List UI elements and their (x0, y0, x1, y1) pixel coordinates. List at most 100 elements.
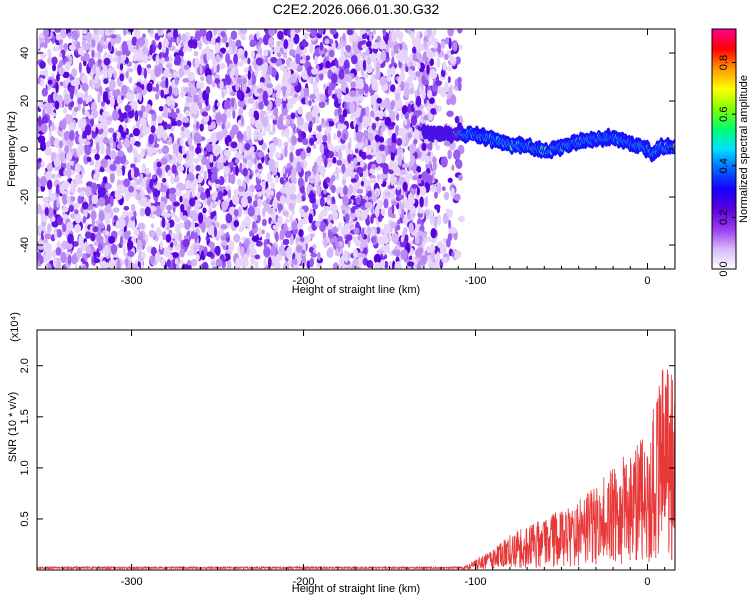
spectrogram-noise-cell (174, 76, 179, 85)
spectrogram-noise-cell (277, 115, 284, 124)
spectrogram-noise-cell (327, 133, 332, 145)
spectrogram-noise-cell (435, 144, 441, 151)
spectrogram-noise-cell (51, 112, 57, 118)
spectrogram-noise-cell (254, 120, 260, 129)
spectrogram-noise-cell (424, 196, 429, 208)
spectrogram-noise-cell (375, 154, 383, 164)
spectrogram-noise-cell (345, 234, 353, 242)
spectrogram-noise-cell (373, 102, 377, 113)
spectrogram-noise-cell (354, 148, 359, 154)
spectrogram-noise-cell (91, 246, 95, 253)
spectrogram-noise-cell (92, 64, 97, 75)
spectrogram-noise-cell (62, 117, 67, 130)
spectrogram-noise-cell (426, 48, 433, 59)
spectrogram-noise-cell (196, 81, 200, 90)
spectrogram-noise-cell (216, 102, 220, 107)
spectrogram-noise-cell (235, 39, 242, 48)
spectrogram-noise-cell (365, 168, 369, 177)
spectrogram-noise-cell (81, 201, 89, 210)
spectrogram-noise-cell (257, 162, 263, 170)
spectrogram-noise-cell (395, 92, 400, 101)
spectrogram-noise-cell (100, 100, 105, 107)
spectrogram-noise-cell (323, 237, 328, 249)
spectrogram-noise-cell (184, 129, 191, 139)
spectrogram-noise-cell (282, 210, 289, 216)
spectrogram-noise-cell (168, 54, 173, 65)
spectrogram-noise-cell (376, 174, 381, 180)
spectrogram-noise-cell (394, 261, 402, 269)
spectrogram-noise-cell (142, 33, 146, 39)
spectrogram-noise-cell (205, 74, 213, 85)
spectrogram-noise-cell (107, 67, 113, 79)
spectrogram-noise-cell (121, 218, 126, 228)
spectrogram-noise-cell (347, 163, 354, 171)
spectrogram-noise-cell (282, 100, 286, 109)
spectrogram-noise-cell (247, 70, 251, 80)
spectrogram-noise-cell (269, 114, 276, 120)
spectrogram-noise-cell (142, 112, 147, 119)
spectrogram-noise-cell (250, 242, 255, 250)
spectrogram-noise-cell (216, 222, 220, 229)
spectrogram-noise-cell (400, 70, 405, 82)
spectrogram-noise-cell (354, 208, 361, 219)
spectrogram-noise-cell (310, 77, 314, 85)
spectrogram-noise-cell (216, 230, 222, 239)
spectrogram-cells (37, 29, 675, 269)
spectrogram-noise-cell (201, 111, 209, 117)
spectrogram-noise-cell (284, 218, 290, 224)
spectrogram-noise-cell (97, 29, 105, 36)
spectrogram-noise-cell (408, 211, 412, 220)
spectrogram-noise-cell (83, 153, 89, 165)
spectrogram-noise-cell (314, 55, 319, 66)
spectrogram-noise-cell (223, 149, 232, 157)
spectrogram-noise-cell (213, 226, 218, 238)
spectrogram-noise-cell (344, 53, 349, 59)
spectrogram-noise-cell (413, 138, 418, 145)
spectrogram-noise-cell (212, 155, 217, 162)
spectrogram-x-ticks: -300 -200 -100 0 (45, 29, 666, 287)
spectrogram-noise-cell (148, 54, 153, 60)
spectrogram-noise-cell (121, 165, 126, 176)
spectrogram-noise-cell (100, 158, 108, 168)
spectrogram-noise-cell (248, 108, 254, 119)
spectrogram-noise-cell (104, 216, 111, 225)
spectrogram-noise-cell (324, 146, 329, 159)
spectrogram-noise-cell (121, 131, 127, 139)
spectrogram-noise-cell (306, 65, 314, 77)
spectrogram-noise-cell (284, 146, 288, 158)
spectrogram-noise-cell (181, 126, 185, 132)
spectrogram-noise-cell (401, 163, 409, 169)
spectrogram-noise-cell (141, 54, 149, 64)
spectrogram-noise-cell (395, 224, 401, 231)
spectrogram-noise-cell (262, 116, 269, 128)
spectrogram-noise-cell (94, 153, 100, 161)
spectrogram-noise-cell (61, 193, 68, 206)
spectrogram-noise-cell (196, 202, 202, 208)
spectrogram-noise-cell (84, 145, 92, 156)
spectrogram-noise-cell (320, 209, 328, 217)
spectrogram-noise-cell (341, 163, 346, 174)
spectrogram-noise-cell (441, 256, 448, 264)
spectrogram-noise-cell (296, 161, 302, 172)
colorbar-ticks: 0.00.20.40.60.8 (718, 55, 736, 277)
spectrogram-noise-cell (374, 205, 380, 218)
spectrogram-noise-cell (43, 29, 50, 38)
spectrogram-noise-cell (457, 174, 463, 181)
spectrogram-noise-cell (248, 97, 254, 104)
spectrogram-noise-cell (122, 246, 127, 257)
spectrogram-noise-cell (81, 106, 86, 116)
spectrogram-noise-cell (350, 54, 358, 65)
spectrogram-noise-cell (379, 102, 388, 108)
spectrogram-noise-cell (43, 239, 49, 244)
spectrogram-noise-cell (79, 118, 87, 129)
spectrogram-noise-cell (161, 191, 166, 198)
spectrogram-noise-cell (80, 166, 84, 173)
spectrogram-noise-cell (74, 174, 80, 184)
spectrogram-noise-cell (41, 115, 49, 124)
spectrogram-noise-cell (268, 29, 276, 37)
spectrogram-noise-cell (175, 108, 180, 114)
spectrogram-noise-cell (174, 214, 178, 220)
spectrogram-noise-cell (361, 227, 365, 239)
spectrogram-noise-cell (354, 180, 362, 187)
spectrogram-noise-cell (187, 71, 195, 82)
